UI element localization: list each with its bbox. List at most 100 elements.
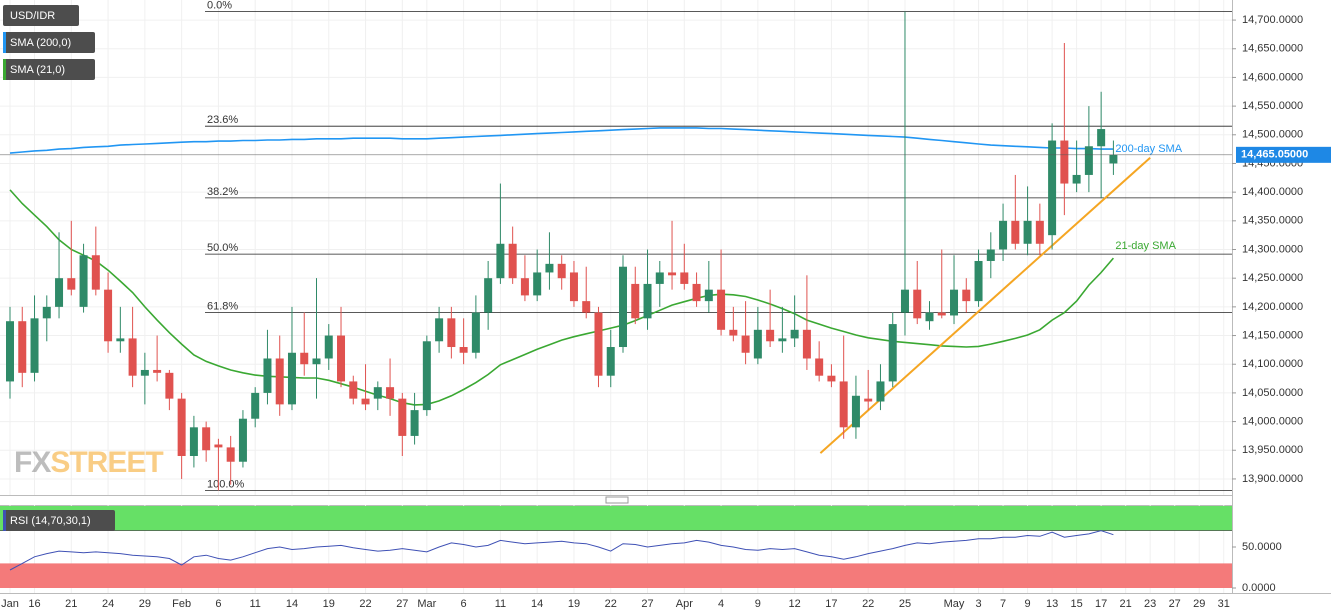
last-price-tag [1236, 146, 1331, 163]
y-tick-label: 14,500.0000 [1242, 129, 1303, 141]
candle-body [300, 352, 309, 365]
watermark: FXSTREET [14, 446, 163, 479]
x-tick-label: 14 [531, 598, 543, 610]
x-tick-label: 6 [461, 598, 467, 610]
y-tick-label: 14,300.0000 [1242, 243, 1303, 255]
x-tick-label: 19 [568, 598, 580, 610]
x-tick-label: 9 [1025, 598, 1031, 610]
candle-body [851, 395, 860, 428]
y-tick-label: 14,550.0000 [1242, 100, 1303, 112]
x-tick-label: 22 [862, 598, 874, 610]
legend-entry-swatch [3, 59, 6, 80]
x-tick-label: 25 [899, 598, 911, 610]
candle-body [410, 410, 419, 436]
candle-body [116, 338, 125, 342]
candle-body [827, 375, 836, 382]
candle-body [1035, 220, 1044, 244]
candle-body [459, 347, 468, 353]
x-tick-label: Mar [417, 598, 436, 610]
x-tick-label: 24 [102, 598, 114, 610]
x-tick-label: 9 [755, 598, 761, 610]
candle-body [594, 312, 603, 376]
candle-body [1023, 220, 1032, 244]
overlay: Jan 16 21 24 29 Feb 6 11 14 19 22 27 Mar 6 11 14 19 22 27 A… [1, 5, 1331, 610]
candle-body [251, 392, 260, 419]
symbol-label-box [3, 5, 79, 26]
candle-body [287, 352, 296, 405]
candle-body [1097, 129, 1106, 147]
y-tick-label: 14,650.0000 [1242, 43, 1303, 55]
candle-body [717, 289, 726, 330]
candle-body [986, 249, 995, 261]
resize-handle[interactable] [605, 496, 629, 504]
candle-body [815, 358, 824, 376]
y-tick-label: 14,350.0000 [1242, 215, 1303, 227]
y-tick-label: 14,200.0000 [1242, 301, 1303, 313]
candle-body [582, 301, 591, 313]
candle-body [1011, 220, 1020, 244]
candle-body [778, 338, 787, 342]
candle-body [324, 335, 333, 359]
y-tick-label: 14,600.0000 [1242, 71, 1303, 83]
rsi-y-tick-label: 50.0000 [1242, 541, 1282, 553]
x-tick-label: 27 [396, 598, 408, 610]
candle-body [91, 255, 100, 290]
symbol-label: USD/IDR [10, 10, 55, 22]
fib-label: 100.0% [207, 478, 245, 490]
candle-body [999, 220, 1008, 250]
x-tick-label: Jan [1, 598, 19, 610]
x-tick-label: 11 [495, 598, 506, 610]
watermark-part: STREET [50, 446, 163, 479]
candle-body [275, 358, 284, 405]
candle-body [373, 387, 382, 399]
candle-body [839, 381, 848, 428]
candle-body [67, 278, 76, 290]
candle-body [165, 372, 174, 399]
candle-body [619, 266, 627, 348]
rsi-y-tick-label: 0.0000 [1242, 582, 1276, 594]
candle-body [349, 381, 358, 399]
candle-body [606, 347, 615, 376]
candle-body [888, 324, 897, 382]
x-tick-label: 3 [975, 598, 981, 610]
candle-body [30, 318, 39, 373]
x-tick-label: 22 [359, 598, 371, 610]
x-tick-label: 22 [605, 598, 617, 610]
candle-body [42, 306, 51, 319]
rsi-legend-box [3, 510, 115, 531]
candle-body [545, 263, 554, 273]
fib-label: 23.6% [207, 114, 238, 126]
y-tick-label: 14,050.0000 [1242, 387, 1303, 399]
candle-body [140, 369, 149, 376]
main-panel: 0.0% 23.6% 38.2% 50.0% 61.8% 100.0% FXSTREET 20… [0, 0, 1232, 495]
legend-entry-box [3, 59, 95, 80]
sma-line [9, 189, 1115, 406]
sma-line [9, 127, 1114, 154]
x-tick-label: 11 [249, 598, 260, 610]
candle-body [202, 427, 211, 451]
candle-body [153, 369, 162, 373]
overbought-band [0, 506, 1232, 531]
candle-body [226, 447, 235, 462]
candle-body [1072, 174, 1081, 184]
candle-body [962, 289, 971, 302]
y-tick-label: 14,400.0000 [1242, 186, 1303, 198]
candle-body [337, 335, 346, 382]
x-tick-label: 17 [825, 598, 837, 610]
x-tick-label: 21 [65, 598, 77, 610]
candle-body [1109, 154, 1118, 164]
candle-body [753, 329, 762, 359]
candle-body [55, 278, 64, 307]
x-tick-label: 21 [1120, 598, 1132, 610]
candle-body [484, 278, 493, 313]
candle-body [925, 312, 934, 322]
candle-body [79, 255, 88, 307]
trendline [819, 156, 1151, 454]
candle-body [177, 398, 186, 456]
x-tick-label: 17 [1095, 598, 1107, 610]
candle-body [631, 283, 640, 319]
candle-body [913, 289, 922, 319]
x-tick-label: 6 [215, 598, 221, 610]
candle-body [520, 278, 529, 296]
